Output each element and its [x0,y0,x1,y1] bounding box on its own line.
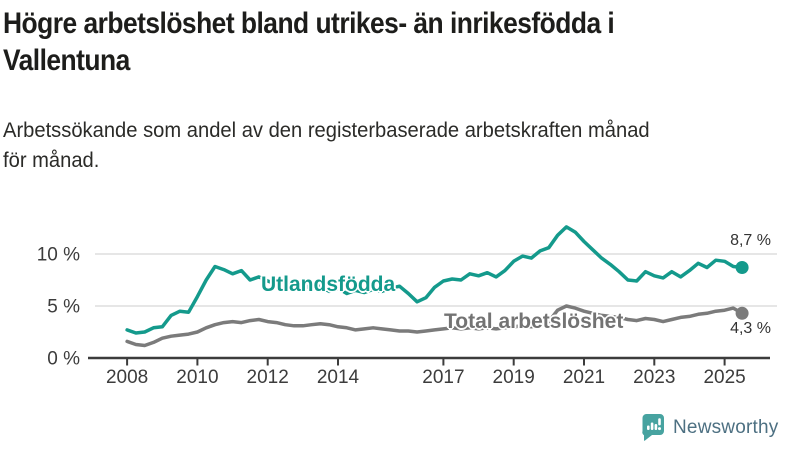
x-tick-label: 2012 [247,367,289,388]
y-tick-label: 10 % [37,245,80,266]
page-title-line-1: Högre arbetslöshet bland utrikes- än inr… [3,7,615,40]
x-tick-label: 2023 [633,367,675,388]
x-tick-label: 2025 [703,367,745,388]
newsworthy-logo[interactable]: Newsworthy [641,413,778,442]
x-tick-label: 2008 [106,367,148,388]
page-title-line-2: Vallentuna [3,44,130,77]
series-label-total-arbetsloshet: Total arbetslöshet [444,310,624,333]
series-line-utlandsfodda [125,225,744,335]
chart-subtitle-line-2: för månad. [3,149,100,172]
x-tick-label: 2014 [317,367,360,388]
x-tick-label: 2019 [493,367,535,388]
x-tick-label: 2010 [176,367,218,388]
chart-subtitle: Arbetssökande som andel av den registerb… [3,116,650,176]
bar-chart-speech-bubble-icon [642,414,664,441]
y-tick-label: 0 % [47,349,80,370]
series-label-utlandsfodda: Utlandsfödda [261,273,396,296]
newsworthy-logo-text: Newsworthy [673,416,779,438]
series-end-dot-total [735,306,749,320]
x-tick-label: 2017 [422,367,464,388]
series-line-total [125,304,744,348]
x-tick-label: 2021 [563,367,605,388]
end-value-total-arbetsloshet: 4,3 % [730,320,771,337]
chart-subtitle-line-1: Arbetssökande som andel av den registerb… [3,119,650,142]
end-value-utlandsfodda: 8,7 % [730,232,771,249]
page-title: Högre arbetslöshet bland utrikes- än inr… [3,5,615,79]
series-end-dot-utlandsfodda [735,261,749,274]
y-tick-label: 5 % [47,297,80,318]
